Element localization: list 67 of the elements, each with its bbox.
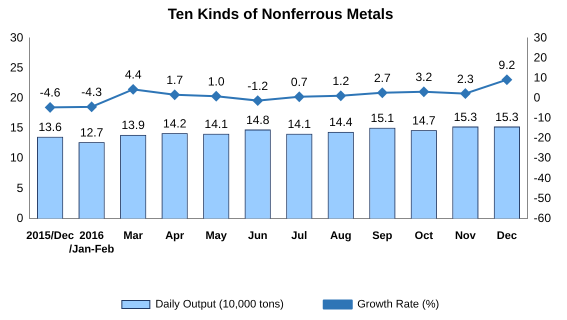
y2-tick-label: -60 xyxy=(534,210,552,225)
x-tick-label: Jul xyxy=(291,230,308,242)
x-tick-label: Oct xyxy=(414,230,434,242)
data-label: 0.7 xyxy=(290,75,308,90)
point xyxy=(502,74,512,85)
y-tick-label: 15 xyxy=(10,120,24,135)
point xyxy=(211,91,222,102)
point xyxy=(86,102,97,112)
data-label: 14.8 xyxy=(246,112,270,127)
x-tick-label: Nov xyxy=(454,230,477,242)
y2-tick-label: 10 xyxy=(534,70,548,84)
data-label: 1.2 xyxy=(332,74,350,88)
data-label: 1.7 xyxy=(166,73,184,88)
data-label: 2.7 xyxy=(374,71,391,86)
point xyxy=(460,88,470,99)
y2-tick-label: -40 xyxy=(534,170,552,185)
x-tick-label: Dec xyxy=(496,230,517,242)
y-tick-label: 10 xyxy=(10,150,24,165)
data-label: 13.6 xyxy=(38,120,62,134)
data-label: 14.7 xyxy=(412,113,436,128)
x-tick-label: Aug xyxy=(330,230,352,242)
data-label: 15.3 xyxy=(454,110,478,124)
x-tick-label: Apr xyxy=(165,230,185,242)
data-label: -4.6 xyxy=(40,86,61,100)
y-tick-label: 30 xyxy=(10,30,24,44)
data-label: 9.2 xyxy=(498,58,516,72)
y2-tick-label: 20 xyxy=(534,50,548,64)
y-tick-label: 25 xyxy=(10,60,24,74)
data-label: 1.0 xyxy=(208,74,225,89)
chart-title: Ten Kinds of Nonferrous Metals xyxy=(168,6,394,24)
point xyxy=(377,88,388,98)
point xyxy=(294,92,304,102)
x-tick-label: 2015/Dec xyxy=(26,230,74,242)
data-label: 15.1 xyxy=(370,111,394,126)
data-label: 3.2 xyxy=(416,70,433,84)
data-label: 12.7 xyxy=(80,125,104,140)
point xyxy=(170,90,180,100)
legend-label: Daily Output (10,000 tons) xyxy=(155,298,284,311)
data-label: -1.2 xyxy=(247,78,268,93)
point xyxy=(336,90,346,101)
x-tick-label: Sep xyxy=(372,230,393,242)
y2-tick-label: -10 xyxy=(534,110,552,125)
y2-tick-label: 30 xyxy=(534,30,548,44)
y-tick-label: 0 xyxy=(16,210,24,225)
point xyxy=(128,84,138,94)
point xyxy=(45,102,56,112)
y-tick-label: 20 xyxy=(10,90,24,105)
legend-label: Growth Rate (%) xyxy=(357,298,440,311)
data-label: 14.2 xyxy=(163,116,187,130)
y2-tick-label: -20 xyxy=(534,130,552,145)
data-label: 4.4 xyxy=(124,68,142,82)
x-tick-label: Mar xyxy=(123,230,144,242)
x-tick-label: May xyxy=(206,230,228,242)
data-label: 14.4 xyxy=(329,115,353,130)
data-label: 15.3 xyxy=(495,110,519,124)
data-label: 2.3 xyxy=(457,72,474,86)
x-tick-label: Jun xyxy=(248,230,268,242)
data-label: 14.1 xyxy=(204,117,228,132)
data-label: 13.9 xyxy=(121,118,146,132)
y-tick-label: 5 xyxy=(16,180,24,195)
data-label: 14.1 xyxy=(288,117,312,132)
y2-tick-label: 0 xyxy=(534,90,541,105)
y2-tick-label: -50 xyxy=(534,190,552,205)
y2-tick-label: -30 xyxy=(534,150,552,165)
data-label: -4.3 xyxy=(81,85,102,100)
point xyxy=(252,96,263,106)
point xyxy=(418,86,429,97)
